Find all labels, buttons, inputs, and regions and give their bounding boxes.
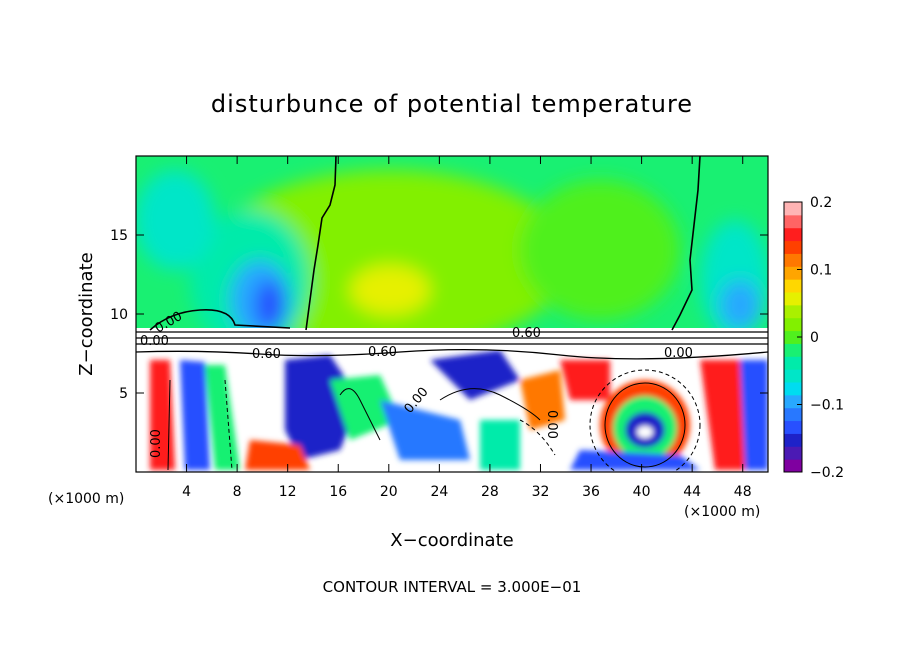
x-tick-label: 44 [683, 484, 701, 500]
x-tick-label: 36 [582, 484, 600, 500]
contour-label: 0.00 [544, 410, 559, 439]
contour-label: 0.00 [149, 429, 164, 458]
colorbar-ticks: 0.2 0.1 0 −0.1 −0.2 [797, 195, 844, 481]
x-tick-label: 32 [532, 484, 550, 500]
colorbar-tick-label: 0 [810, 330, 819, 346]
contour-label: 0.00 [140, 334, 169, 349]
contour-label: 0.60 [252, 347, 281, 362]
colorbar-tick-label: −0.1 [810, 398, 844, 414]
heatmap-field [136, 156, 768, 472]
colorbar [783, 201, 803, 473]
colorbar-swatch [784, 394, 802, 409]
colorbar-swatch [784, 279, 802, 293]
y-axis-label: Z−coordinate [76, 252, 97, 375]
x-tick-label: 28 [481, 484, 499, 500]
colorbar-swatch [784, 266, 802, 280]
colorbar-swatch [784, 330, 802, 344]
x-unit-left: (×1000 m) [48, 491, 124, 507]
colorbar-swatch [784, 407, 802, 422]
x-tick-label: 4 [182, 484, 191, 500]
colorbar-swatch [784, 433, 802, 447]
contour-interval: CONTOUR INTERVAL = 3.000E−01 [323, 578, 582, 596]
x-tick-label: 24 [430, 484, 448, 500]
contour-label: 0.60 [512, 326, 541, 341]
x-tick-label: 16 [329, 484, 347, 500]
colorbar-swatch [784, 304, 802, 319]
colorbar-tick-label: 0.1 [810, 263, 832, 279]
colorbar-tick-label: 0.2 [810, 195, 832, 211]
colorbar-swatch [784, 240, 802, 254]
colorbar-swatch [784, 420, 802, 434]
colorbar-swatch [784, 356, 802, 370]
colorbar-swatch [784, 202, 802, 216]
colorbar-swatch [784, 459, 802, 473]
colorbar-swatch [784, 253, 802, 267]
x-tick-label: 8 [233, 484, 242, 500]
x-axis: 4 8 12 16 20 24 28 32 36 40 44 48 [182, 156, 752, 500]
colorbar-swatch [784, 214, 802, 229]
x-tick-label: 48 [734, 484, 752, 500]
colorbar-swatch [784, 292, 802, 306]
x-tick-label: 20 [380, 484, 398, 500]
colorbar-swatch [784, 227, 802, 242]
x-axis-label: X−coordinate [390, 530, 513, 551]
y-axis: 5 10 15 [110, 228, 768, 402]
y-tick-label: 10 [110, 307, 128, 323]
colorbar-swatch [784, 446, 802, 460]
y-tick-label: 5 [119, 386, 128, 402]
x-unit-right: (×1000 m) [684, 504, 760, 520]
colorbar-swatch [784, 317, 802, 332]
colorbar-swatch [784, 382, 802, 396]
x-tick-label: 12 [279, 484, 297, 500]
contour-label: 0.60 [368, 345, 397, 360]
contour-label: 0.00 [664, 346, 693, 361]
colorbar-tick-label: −0.2 [810, 465, 844, 481]
colorbar-swatch [784, 343, 802, 357]
colorbar-swatch [784, 369, 802, 383]
x-tick-label: 40 [633, 484, 651, 500]
chart-title: disturbunce of potential temperature [211, 90, 693, 118]
y-tick-label: 15 [110, 228, 128, 244]
